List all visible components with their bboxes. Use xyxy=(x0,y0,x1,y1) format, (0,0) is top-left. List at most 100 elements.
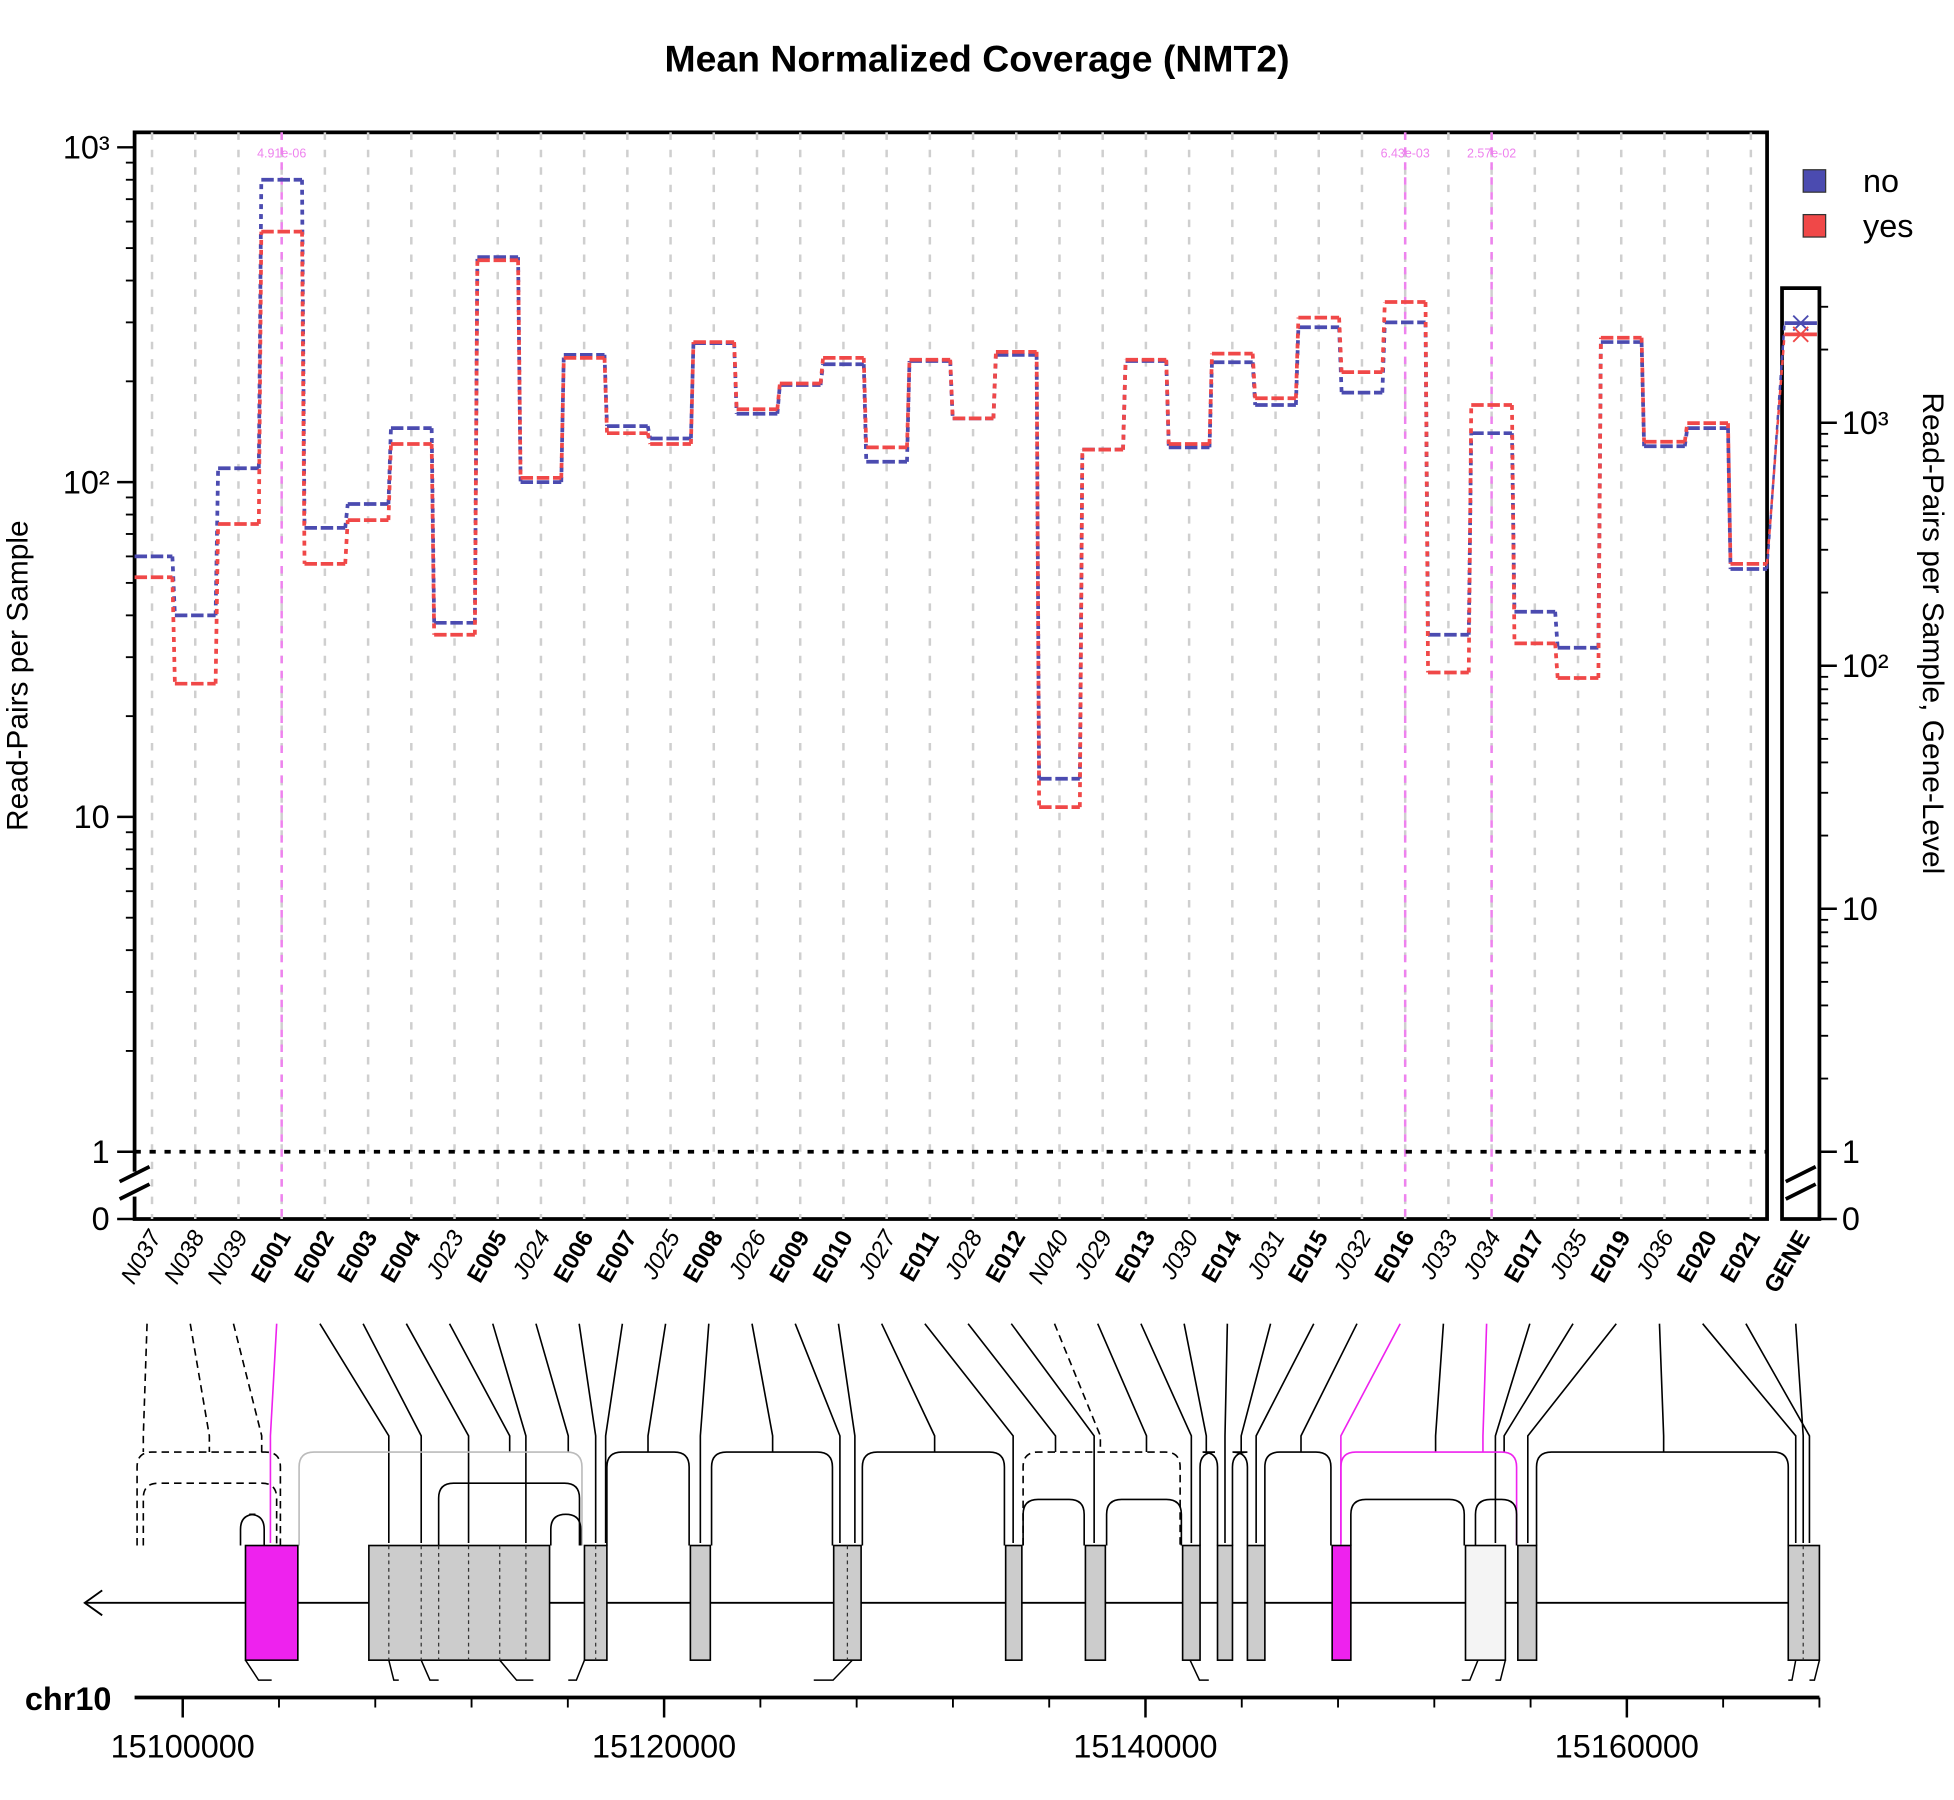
feature-label: N040 xyxy=(1024,1226,1075,1288)
y-tick-label: 10³ xyxy=(63,130,110,166)
junction-arc xyxy=(1022,1498,1085,1546)
feature-connector xyxy=(1096,1323,1148,1453)
step-connector xyxy=(645,432,653,445)
step-connector xyxy=(732,341,739,410)
feature-connector xyxy=(967,1323,1057,1453)
feature-connector xyxy=(142,1323,148,1453)
feature-connector xyxy=(1240,1323,1272,1453)
junction-arc xyxy=(1022,1451,1181,1546)
feature-connector xyxy=(232,1323,263,1453)
feature-connector xyxy=(1340,1323,1401,1544)
feature-label: J025 xyxy=(637,1226,686,1285)
step-connector xyxy=(516,257,523,483)
feature-connector xyxy=(604,1323,624,1544)
step-connector xyxy=(1726,428,1733,570)
step-connector xyxy=(1765,334,1786,564)
genome-tick-label: 15120000 xyxy=(592,1728,736,1764)
legend-label: no xyxy=(1863,163,1899,199)
step-connector xyxy=(473,260,480,635)
exon-box xyxy=(1246,1544,1266,1661)
signif-label: 4.91e-06 xyxy=(257,146,306,160)
exon-foot xyxy=(1495,1659,1507,1681)
step-connector xyxy=(1121,359,1128,450)
feature-label: E021 xyxy=(1716,1226,1766,1287)
legend-swatch xyxy=(1802,213,1827,238)
junction-arc xyxy=(861,1451,1006,1546)
step-connector xyxy=(1250,353,1258,399)
feature-label: J036 xyxy=(1631,1226,1680,1285)
feature-connector xyxy=(362,1323,423,1544)
feature-label: J026 xyxy=(723,1226,772,1285)
feature-label: E019 xyxy=(1586,1226,1636,1287)
y-axis-label: Read-Pairs per Sample xyxy=(1,520,34,831)
feature-connector xyxy=(1053,1323,1102,1453)
feature-connector xyxy=(924,1323,1014,1544)
junction-arc xyxy=(1340,1451,1518,1546)
step-connector xyxy=(1765,323,1786,570)
exon-foot xyxy=(388,1659,399,1681)
feature-label: N038 xyxy=(160,1226,211,1289)
feature-label: E020 xyxy=(1673,1226,1723,1287)
junction-arc xyxy=(437,1482,581,1546)
feature-label: E017 xyxy=(1500,1226,1550,1287)
feature-connector xyxy=(1794,1323,1805,1544)
feature-connector xyxy=(1745,1323,1811,1544)
step-connector xyxy=(905,359,912,448)
y2-tick-label: 0 xyxy=(1842,1201,1860,1237)
feature-label: J028 xyxy=(940,1226,989,1285)
feature-connector xyxy=(1010,1323,1095,1544)
step-connector xyxy=(1726,423,1733,564)
strand-arrow xyxy=(83,1589,103,1617)
step-connector xyxy=(602,357,609,434)
feature-label: E013 xyxy=(1111,1226,1161,1287)
step-connector xyxy=(1596,337,1603,679)
feature-connector xyxy=(319,1323,390,1544)
genome-tick-label: 15160000 xyxy=(1555,1728,1699,1764)
step-connector xyxy=(1553,643,1560,679)
feature-connector xyxy=(1300,1323,1358,1453)
step-connector xyxy=(559,354,566,483)
junction-arc xyxy=(710,1451,834,1546)
gene-panel xyxy=(1780,286,1822,1221)
feature-connector xyxy=(1702,1323,1797,1544)
junction-arc xyxy=(239,1513,265,1546)
step-connector xyxy=(170,556,177,616)
junction-arc xyxy=(1264,1451,1332,1546)
exon-box xyxy=(244,1544,299,1661)
axis-break xyxy=(1784,1165,1817,1201)
y2-tick-label: 1 xyxy=(1842,1134,1860,1170)
feature-label: J029 xyxy=(1069,1226,1118,1284)
feature-label: GENE xyxy=(1760,1226,1816,1297)
step-connector xyxy=(1294,317,1301,399)
feature-label: E002 xyxy=(290,1226,340,1287)
feature-label: J034 xyxy=(1458,1226,1507,1284)
axis-break xyxy=(118,1165,151,1201)
step-connector xyxy=(1423,322,1430,635)
feature-label: E006 xyxy=(549,1226,599,1287)
feature-label: E003 xyxy=(333,1226,383,1287)
exon-box xyxy=(1331,1544,1352,1661)
feature-label: E010 xyxy=(808,1226,858,1287)
exon-box xyxy=(832,1544,862,1661)
feature-label: E014 xyxy=(1197,1226,1248,1288)
exon-foot xyxy=(1788,1660,1797,1681)
step-connector xyxy=(1380,301,1387,373)
junction-arc xyxy=(136,1451,282,1546)
y2-tick-label: 10³ xyxy=(1842,405,1889,441)
feature-label: N039 xyxy=(203,1226,254,1288)
step-connector xyxy=(559,357,566,478)
genome-tick-label: 15140000 xyxy=(1073,1728,1217,1764)
feature-connector xyxy=(751,1323,774,1453)
feature-label: E005 xyxy=(463,1226,513,1287)
junction-arc xyxy=(1474,1498,1518,1546)
feature-connector xyxy=(578,1323,597,1544)
feature-connector xyxy=(1494,1323,1531,1544)
feature-label: E008 xyxy=(679,1226,729,1287)
signif-label: 6.43e-03 xyxy=(1381,146,1430,160)
exon-box xyxy=(368,1544,551,1661)
exon-box xyxy=(689,1544,712,1661)
exon-foot xyxy=(813,1659,853,1681)
feature-label: E011 xyxy=(896,1226,945,1286)
step-connector xyxy=(170,577,177,684)
